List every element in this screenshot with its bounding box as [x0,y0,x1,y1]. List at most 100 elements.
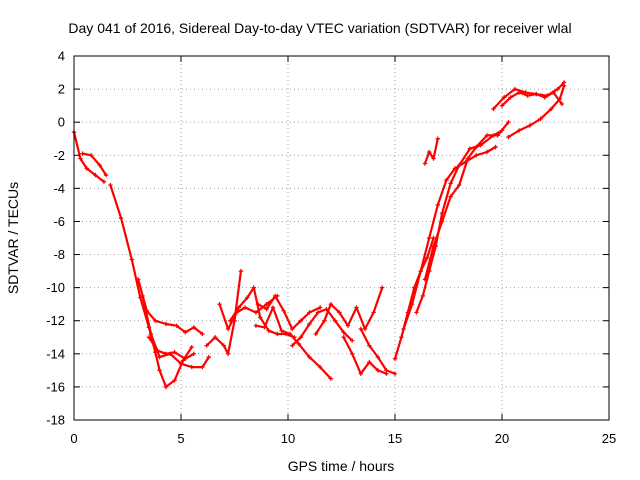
data-point [157,354,162,360]
data-point [236,305,241,310]
data-point [367,359,372,365]
data-point [296,341,301,347]
x-tick-label: 15 [388,431,402,446]
chart-title: Day 041 of 2016, Sidereal Day-to-day VTE… [68,20,571,36]
data-point [392,356,398,361]
data-point [444,177,449,183]
data-point [204,343,209,348]
data-point [452,166,458,171]
data-point [257,315,263,320]
data-point [354,305,359,310]
data-point [307,354,312,360]
data-point [495,133,500,138]
data-point [418,268,423,274]
data-point [225,326,231,332]
data-point [245,295,250,300]
data-point [78,156,83,161]
data-point [367,343,372,348]
data-point [178,361,184,366]
data-point [307,321,312,327]
y-tick-label: -10 [46,280,65,295]
data-point [484,149,490,155]
series-line [218,294,279,331]
data-point [253,323,259,328]
data-point [287,331,293,337]
data-point [253,310,259,315]
data-point [80,151,85,156]
data-point [172,378,177,383]
series-line [137,278,204,336]
data-point [328,301,333,307]
data-point [375,368,381,373]
data-point [140,293,145,299]
data-point [448,194,453,199]
data-point [191,325,197,330]
series-line [423,137,439,165]
data-point [275,331,280,337]
data-point [313,331,319,337]
data-point [225,351,231,357]
data-point [174,323,179,328]
data-point [290,343,295,348]
data-point [307,310,312,315]
data-point [328,376,333,381]
data-point [362,326,368,332]
series-line [342,336,388,375]
data-point [431,235,436,241]
data-point [399,335,404,340]
data-point [290,326,295,332]
series-line [415,129,504,314]
data-point [350,351,355,357]
series-track-18 [401,144,498,332]
x-tick-label: 0 [70,431,77,446]
series-line [81,152,108,177]
y-tick-label: -18 [46,413,65,428]
data-point [439,219,445,224]
data-point [189,364,194,370]
series-track-2 [80,151,109,178]
data-point [322,318,327,323]
data-point [200,331,205,337]
x-tick-label: 5 [177,431,184,446]
data-point [358,371,363,376]
x-tick-label: 20 [495,431,509,446]
data-point [108,182,113,188]
series-track-13 [290,306,355,348]
y-tick-label: 4 [58,49,65,64]
y-axis-label: SDTVAR / TECUs [5,182,21,294]
data-point [491,106,496,112]
data-point [501,95,507,100]
data-point [527,123,533,128]
data-point [465,156,470,161]
data-point [183,356,188,361]
data-point [341,335,346,340]
data-point [315,310,321,315]
data-point [422,277,428,282]
data-point [384,368,389,373]
data-point [213,335,218,340]
x-tick-label: 10 [281,431,295,446]
data-point [317,364,323,370]
series-track-11 [253,305,333,381]
data-point [457,182,462,188]
data-point [557,96,562,102]
series-track-6 [140,293,212,370]
data-point [474,153,479,158]
y-tick-label: 0 [58,115,65,130]
y-tick-label: -8 [53,247,65,262]
data-point [264,301,269,307]
series-track-15 [341,335,389,376]
data-point [420,293,426,299]
data-point [118,215,124,221]
data-point [228,318,233,323]
series-line [256,294,322,331]
series-track-1 [71,129,107,184]
x-tick-label: 25 [602,431,616,446]
series-track-12 [255,293,323,332]
data-point [317,305,323,310]
x-axis-label: GPS time / hours [288,458,395,474]
series-line [423,121,510,281]
data-point [474,144,479,150]
